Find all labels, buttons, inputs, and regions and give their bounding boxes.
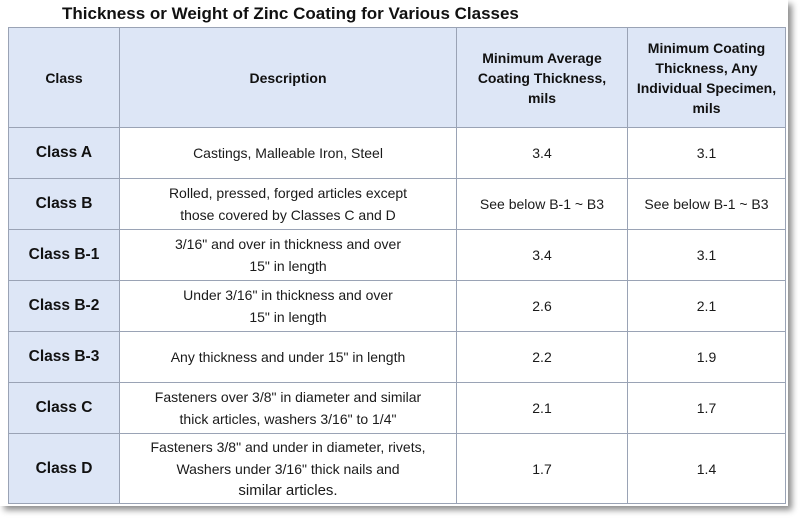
table-title: Thickness or Weight of Zinc Coating for … [62, 4, 519, 23]
document-frame: Thickness or Weight of Zinc Coating for … [8, 4, 786, 504]
min-average-cell: See below B-1 ~ B3 [456, 178, 628, 230]
zinc-coating-table: Class Description Minimum Average Coatin… [8, 27, 786, 504]
min-individual-cell: 1.9 [627, 331, 786, 383]
min-individual-cell: See below B-1 ~ B3 [627, 178, 786, 230]
header-description: Description [119, 27, 457, 128]
table-row: Class A Castings, Malleable Iron, Steel … [8, 127, 786, 179]
description-cell: Under 3/16" in thickness and over 15" in… [119, 280, 457, 332]
class-cell: Class D [8, 433, 120, 504]
header-min-average: Minimum Average Coating Thickness, mils [456, 27, 628, 128]
class-cell: Class B-2 [8, 280, 120, 332]
min-individual-cell: 1.4 [627, 433, 786, 504]
table-row: Class B-2 Under 3/16" in thickness and o… [8, 280, 786, 332]
class-cell: Class A [8, 127, 120, 179]
table-row: Class B-3 Any thickness and under 15" in… [8, 331, 786, 383]
min-individual-cell: 3.1 [627, 127, 786, 179]
description-cell: Fasteners 3/8" and under in diameter, ri… [119, 433, 457, 504]
description-cell: Castings, Malleable Iron, Steel [119, 127, 457, 179]
class-cell: Class B [8, 178, 120, 230]
min-individual-cell: 2.1 [627, 280, 786, 332]
min-average-cell: 1.7 [456, 433, 628, 504]
header-class: Class [8, 27, 120, 128]
min-individual-cell: 3.1 [627, 229, 786, 281]
table-row: Class B-1 3/16" and over in thickness an… [8, 229, 786, 281]
min-average-cell: 2.2 [456, 331, 628, 383]
description-cell: Fasteners over 3/8" in diameter and simi… [119, 382, 457, 434]
description-cell: Any thickness and under 15" in length [119, 331, 457, 383]
description-cell: 3/16" and over in thickness and over 15"… [119, 229, 457, 281]
min-average-cell: 2.6 [456, 280, 628, 332]
table-row: Class D Fasteners 3/8" and under in diam… [8, 433, 786, 504]
class-cell: Class B-3 [8, 331, 120, 383]
table-row: Class B Rolled, pressed, forged articles… [8, 178, 786, 230]
min-individual-cell: 1.7 [627, 382, 786, 434]
class-cell: Class C [8, 382, 120, 434]
min-average-cell: 2.1 [456, 382, 628, 434]
min-average-cell: 3.4 [456, 127, 628, 179]
header-min-individual: Minimum Coating Thickness, Any Individua… [627, 27, 786, 128]
class-cell: Class B-1 [8, 229, 120, 281]
min-average-cell: 3.4 [456, 229, 628, 281]
table-row: Class C Fasteners over 3/8" in diameter … [8, 382, 786, 434]
header-row: Class Description Minimum Average Coatin… [8, 27, 786, 128]
description-cell: Rolled, pressed, forged articles except … [119, 178, 457, 230]
